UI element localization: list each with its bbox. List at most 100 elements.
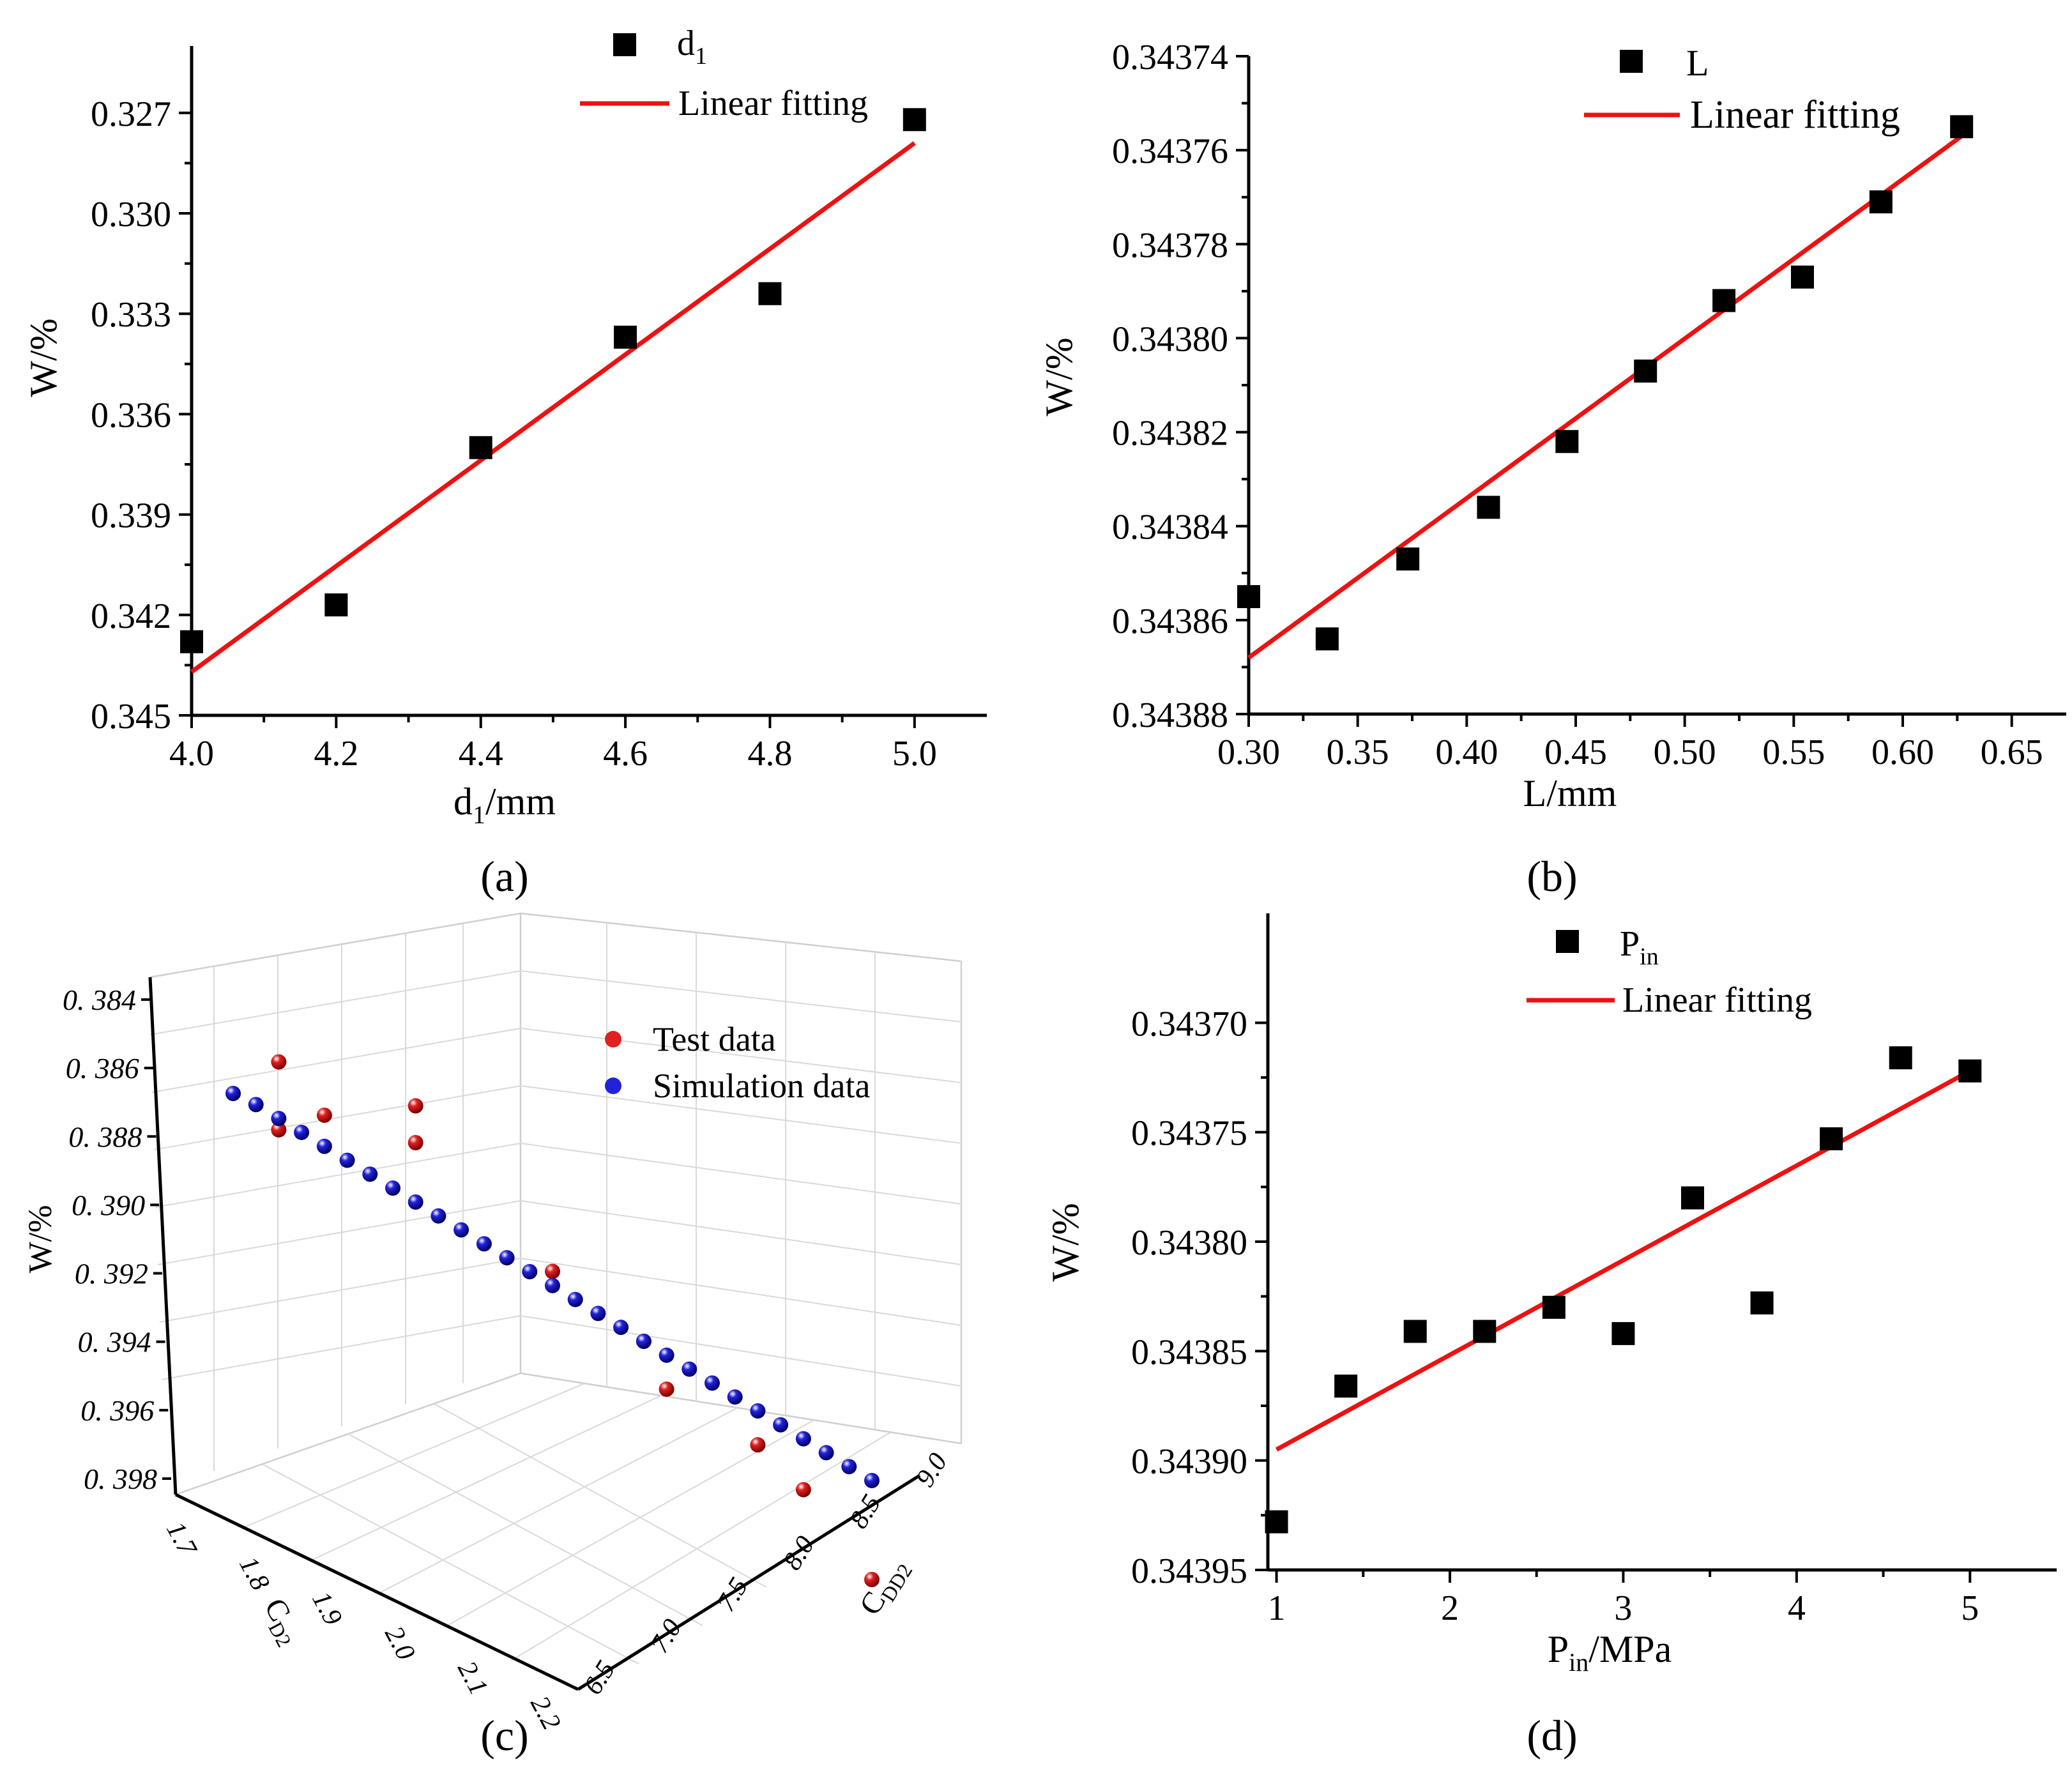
linear-fit-line-b (1247, 134, 1963, 660)
simulation-data-point (567, 1291, 583, 1307)
x-axis-label-d: Pin/MPa (1548, 1628, 1672, 1677)
data-point-d (1542, 1295, 1565, 1319)
legend-label-sim: Simulation data (653, 1067, 870, 1105)
z-tick-label-c: 0. 392 (75, 1258, 148, 1290)
data-point-d (1265, 1510, 1288, 1534)
panel-c: 0. 384 0. 386 0. 388 0. 390 0. 392 0. 394 0. 3… (22, 912, 963, 1760)
panel-label-a: (a) (480, 852, 528, 901)
simulation-data-point (795, 1431, 811, 1447)
simulation-data-point (248, 1097, 264, 1113)
x-axis-label-a: d1/mm (453, 781, 556, 829)
x-tick-label-a: 4.6 (603, 734, 648, 773)
data-point-a (758, 282, 782, 305)
data-point-d (1473, 1320, 1497, 1343)
cube-frame-c (148, 912, 963, 1691)
simulation-data-point (294, 1124, 310, 1140)
simulation-data-point (225, 1086, 241, 1101)
x-tick-label-b: 0.40 (1435, 733, 1498, 772)
data-point-b (1237, 585, 1260, 609)
panel-label-b: (b) (1527, 852, 1577, 901)
simulation-data-point (453, 1222, 469, 1238)
z-axis-label-c: W/% (22, 1205, 59, 1274)
fit-line-a (190, 141, 916, 674)
y-tick-label-c: 8.0 (777, 1531, 820, 1575)
simulation-data-point (682, 1361, 697, 1377)
simulation-data-point (705, 1375, 720, 1391)
legend-label-test: Test data (653, 1020, 776, 1058)
legend-b: L Linear fitting (1584, 42, 1900, 137)
z-tick-label-c: 0. 388 (68, 1120, 142, 1153)
simulation-data-point (636, 1334, 651, 1349)
y-tick-label-c: 8.5 (844, 1489, 887, 1534)
test-data-point (750, 1437, 766, 1453)
simulation-data-point (818, 1445, 834, 1461)
legend-c: Test data Simulation data (605, 1020, 870, 1105)
data-point-b (1712, 289, 1736, 312)
simulation-data-point (750, 1403, 766, 1419)
legend-label-b: L (1686, 42, 1709, 84)
data-points-d (1265, 1046, 1982, 1534)
data-points-b (1237, 115, 1974, 651)
y-tick-label-b: 0.34384 (1112, 508, 1228, 547)
x-tick-label-c: 2.1 (452, 1656, 493, 1700)
legend-a: d1 Linear fitting (580, 24, 868, 123)
y-tick-label-a: 0.336 (91, 395, 171, 435)
data-point-a (903, 108, 926, 132)
axis-ticks-b: 0.30 0.35 0.40 0.45 0.50 0.55 0.60 0.65 0.34374 0… (1112, 38, 2066, 772)
x-tick-label-b: 0.50 (1654, 733, 1716, 772)
panel-label-d: (d) (1527, 1711, 1577, 1760)
test-data-point (545, 1263, 560, 1279)
data-point-b (1555, 430, 1579, 453)
y-tick-label-b: 0.34386 (1112, 602, 1228, 641)
axis-ticks-a: 4.0 4.2 4.4 4.6 4.8 5.0 0.327 0.330 0.333 0.336 0.… (91, 46, 987, 773)
linear-fit-line-a (190, 141, 916, 674)
linear-fit-line-d (1275, 1069, 1971, 1452)
x-tick-label-d: 2 (1441, 1588, 1459, 1628)
y-tick-label-c: 9.0 (910, 1448, 953, 1492)
test-data-point (795, 1482, 811, 1498)
z-tick-label-c: 0. 398 (84, 1463, 157, 1495)
test-data-point (316, 1108, 332, 1123)
y-tick-label-c: 7.0 (644, 1614, 687, 1658)
y-tick-label-a: 0.342 (91, 597, 171, 636)
x-tick-label-c: 2.2 (524, 1691, 566, 1735)
x-tick-label-a: 4.0 (169, 734, 214, 773)
x-tick-label-a: 4.4 (459, 734, 503, 773)
y-axis-label-d: W/% (1044, 1203, 1086, 1281)
x-tick-label-c: 2.0 (379, 1622, 420, 1665)
x-tick-label-c: 1.7 (160, 1517, 202, 1562)
z-tick-label-c: 0. 394 (78, 1326, 151, 1359)
data-point-b (1869, 190, 1893, 214)
legend-fit-label-d: Linear fitting (1622, 980, 1812, 1020)
test-data-point (271, 1122, 287, 1138)
z-tick-label-c: 0. 390 (72, 1189, 145, 1221)
legend-label-d: Pin (1620, 924, 1659, 970)
x-tick-label-c: 1.8 (233, 1552, 275, 1595)
data-points-c (225, 1054, 880, 1587)
simulation-data-point (613, 1320, 629, 1336)
simulation-data-point (408, 1194, 423, 1210)
y-tick-label-a: 0.339 (91, 496, 171, 536)
x-tick-label-b: 0.30 (1217, 733, 1280, 772)
x-tick-label-a: 4.8 (747, 734, 792, 773)
test-data-point (408, 1098, 423, 1114)
simulation-data-point (271, 1111, 287, 1127)
panel-b: 0.30 0.35 0.40 0.45 0.50 0.55 0.60 0.65 0.34374 0… (1038, 38, 2066, 901)
y-tick-label-d: 0.34390 (1131, 1442, 1247, 1482)
legend-marker-sim (605, 1078, 621, 1094)
panel-d: 1 2 3 4 5 0.34370 0.34375 0.34380 0.34385 0.34390… (1044, 913, 2057, 1760)
test-data-point (271, 1054, 287, 1070)
data-point-a (324, 593, 348, 617)
simulation-data-point (522, 1263, 538, 1279)
data-point-a (180, 630, 203, 653)
simulation-data-point (499, 1250, 515, 1266)
x-tick-label-d: 4 (1788, 1588, 1806, 1628)
legend-marker-d (1556, 930, 1579, 953)
y-tick-label-b: 0.34376 (1112, 132, 1228, 171)
legend-fit-label-b: Linear fitting (1690, 93, 1900, 137)
z-tick-label-c: 0. 384 (63, 984, 136, 1016)
simulation-data-point (773, 1417, 789, 1433)
data-point-d (1750, 1291, 1774, 1314)
simulation-data-point (841, 1459, 857, 1475)
